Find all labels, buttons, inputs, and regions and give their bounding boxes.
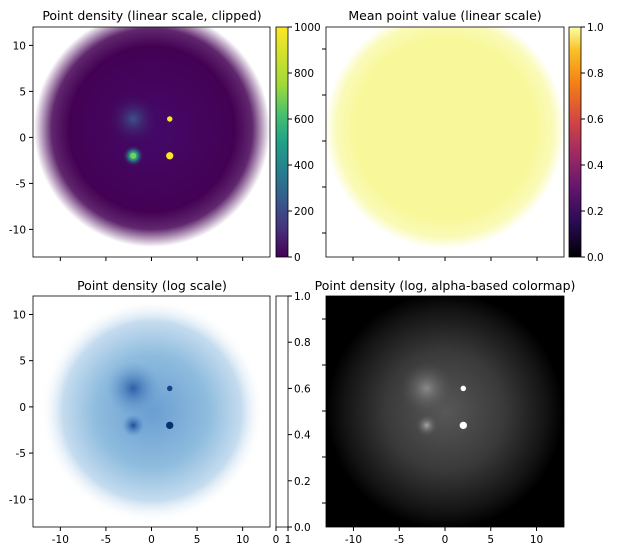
y-tick-label: -10 (9, 224, 26, 236)
mean-value-cloud (326, 27, 564, 249)
x-tick-label: 5 (487, 534, 494, 546)
colorbar-tick-label: 0.0 (587, 252, 604, 264)
colorbar-tick-label: 0.2 (294, 476, 311, 488)
panel-3-x-axis: -10 -5 0 5 10 (52, 527, 249, 546)
x-tick-label: 0 (442, 534, 449, 546)
colorbar-empty (275, 295, 289, 528)
density-blob (166, 385, 173, 392)
colorbar-1-ticks: 1000 800 600 400 200 0 (288, 22, 321, 264)
x-tick-label: 10 (530, 534, 543, 546)
colorbar-tick-label: 400 (294, 160, 314, 172)
colorbar-tick-label: 1.0 (587, 22, 604, 34)
x-tick-label: -10 (345, 534, 362, 546)
x-tick-label: -10 (52, 534, 69, 546)
density-blob (399, 360, 455, 416)
panel-3-title: Point density (log scale) (77, 278, 227, 293)
colorbar-viridis (275, 26, 289, 258)
density-blob (166, 152, 174, 160)
colorbar-3-ticks: 1.0 0.8 0.6 0.4 0.2 0.0 0 1 (273, 291, 311, 546)
colorbar-2-ticks: 1.0 0.8 0.6 0.4 0.2 0.0 (581, 22, 604, 264)
x-tick-label: 10 (236, 534, 249, 546)
colorbar-tick-label: 0.8 (587, 68, 604, 80)
y-tick-label: -5 (16, 178, 26, 190)
panel-4-y-axis (322, 318, 326, 504)
x-tick-label: 5 (194, 534, 201, 546)
density-blob (122, 414, 145, 437)
colorbar-tick-label: 800 (294, 68, 314, 80)
panel-1-title: Point density (linear scale, clipped) (42, 8, 261, 23)
colorbar-tick-label: 600 (294, 114, 314, 126)
density-cloud (40, 299, 264, 523)
panel-density-alpha: Point density (log, alpha-based colormap… (315, 278, 576, 546)
density-blob (105, 91, 161, 147)
colorbar-tick-label: 0.4 (294, 430, 311, 442)
density-cloud (327, 296, 563, 527)
colorbar-inferno (568, 26, 582, 258)
y-tick-label: 0 (19, 132, 26, 144)
density-blob (460, 385, 467, 392)
density-blob (415, 414, 438, 437)
y-tick-label: -5 (16, 448, 26, 460)
panel-2-title: Mean point value (linear scale) (348, 8, 541, 23)
y-tick-label: 10 (13, 309, 26, 321)
density-blob (166, 421, 174, 430)
y-tick-label: 10 (13, 40, 26, 52)
colorbar-x-tick-label: 1 (285, 534, 292, 546)
density-blob-core (130, 152, 137, 159)
colorbar-tick-label: 0.2 (587, 206, 604, 218)
y-tick-label: 5 (19, 86, 26, 98)
panel-4-title: Point density (log, alpha-based colormap… (315, 278, 576, 293)
x-tick-label: -5 (101, 534, 111, 546)
colorbar-tick-label: 0 (294, 252, 301, 264)
colorbar-tick-label: 0.6 (587, 114, 604, 126)
panel-2-x-axis (352, 257, 538, 261)
density-blob (105, 361, 161, 416)
colorbar-tick-label: 0.8 (294, 337, 311, 349)
panel-mean-value: Mean point value (linear scale) 1.0 0.8 0.… (322, 8, 604, 264)
y-tick-label: -10 (9, 494, 26, 506)
panel-4-x-axis: -10 -5 0 5 10 (345, 527, 543, 546)
colorbar-tick-label: 0.0 (294, 522, 311, 534)
colorbar-tick-label: 1.0 (294, 291, 311, 303)
panel-2-y-axis (322, 48, 326, 234)
colorbar-tick-label: 1000 (294, 22, 321, 34)
density-blob (459, 421, 467, 430)
x-tick-label: -5 (394, 534, 404, 546)
panel-1-y-axis: 10 5 0 -5 -10 (9, 40, 33, 236)
density-blob (166, 116, 173, 122)
panel-1-x-axis (59, 257, 244, 261)
y-tick-label: 5 (19, 356, 26, 368)
panel-density-linear: Point density (linear scale, clipped) 10… (9, 8, 321, 264)
panel-3-y-axis: 10 5 0 -5 -10 (9, 309, 33, 506)
colorbar-x-tick-label: 0 (273, 534, 280, 546)
y-tick-label: 0 (19, 402, 26, 414)
colorbar-tick-label: 0.6 (294, 383, 311, 395)
colorbar-tick-label: 200 (294, 206, 314, 218)
x-tick-label: 0 (148, 534, 155, 546)
colorbar-tick-label: 0.4 (587, 160, 604, 172)
